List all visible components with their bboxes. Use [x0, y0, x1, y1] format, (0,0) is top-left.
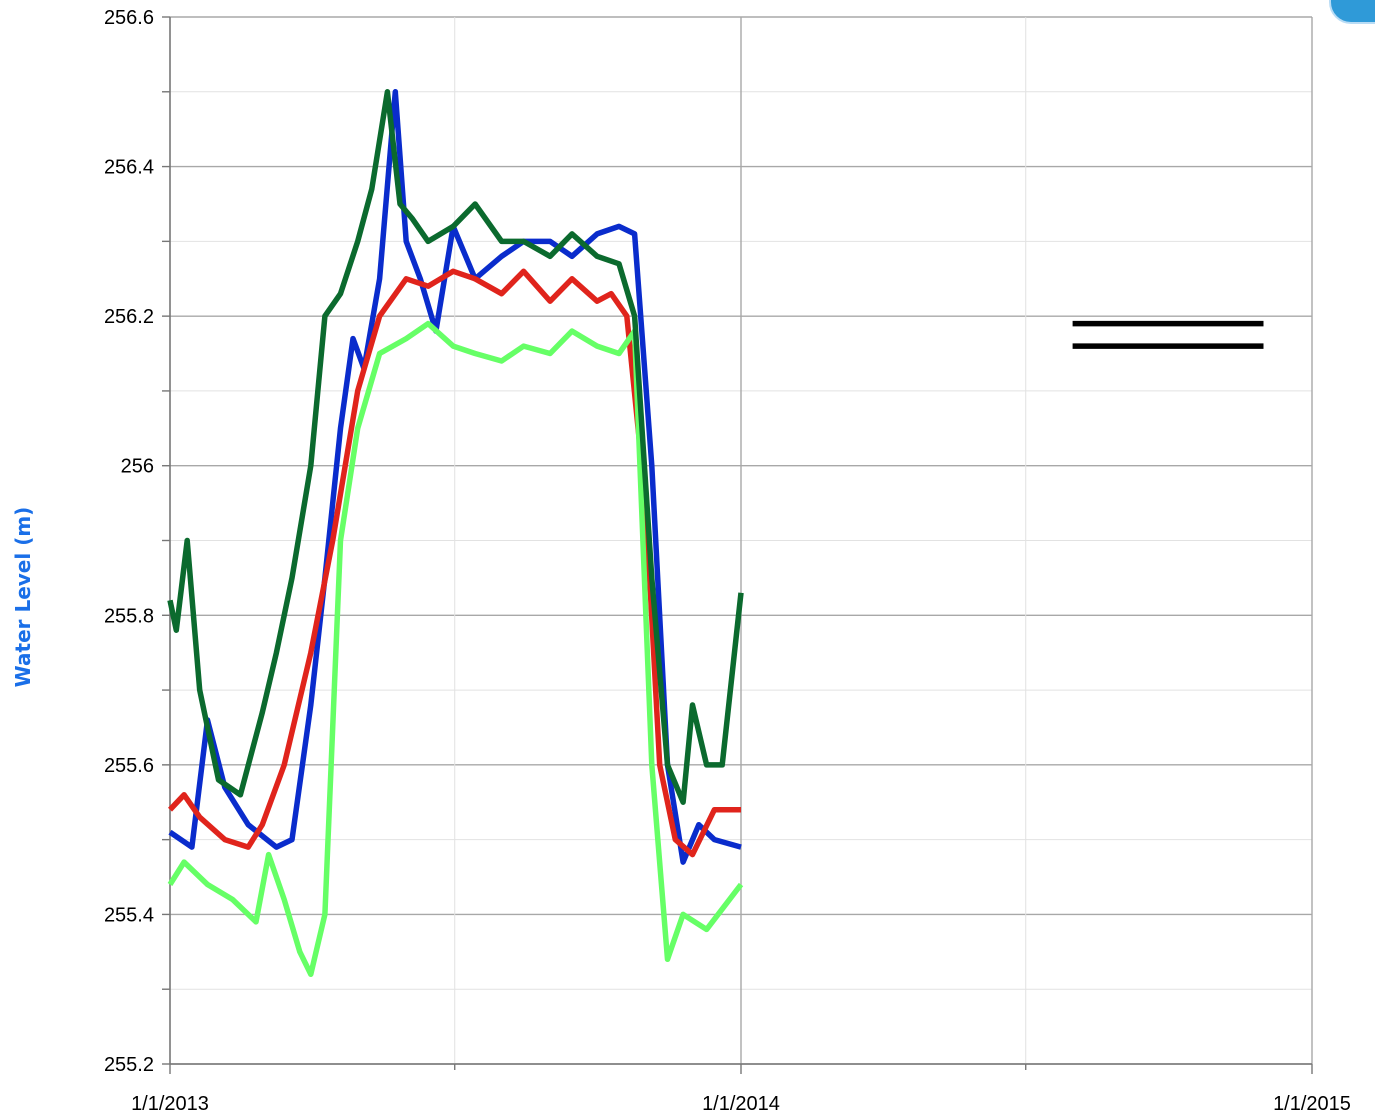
series-line-3: [167, 320, 744, 978]
clipped-label: [0, 1113, 110, 1119]
series-lines: [167, 89, 1264, 978]
y-tick-label: 256: [121, 456, 154, 478]
x-tick-label: 1/1/2013: [131, 1093, 209, 1115]
y-axis-title: Water Level (m): [11, 507, 35, 688]
y-tick-label: 255.6: [104, 755, 154, 777]
y-tick-label: 255.4: [104, 904, 154, 926]
x-tick-label: 1/1/2015: [1273, 1093, 1351, 1115]
y-tick-label: 255.2: [104, 1054, 154, 1076]
y-tick-label: 256.4: [104, 157, 154, 179]
series-line-2: [168, 268, 741, 858]
series-line-4: [167, 89, 744, 805]
y-tick-label: 255.8: [104, 605, 154, 627]
axes: [162, 16, 1313, 1074]
x-tick-label: 1/1/2014: [702, 1093, 780, 1115]
tick-labels: 255.2 255.4 255.6 255.8 256 256.2 256.4 256.6 1/…: [104, 7, 1351, 1115]
y-tick-label: 256.6: [104, 7, 154, 29]
series-line-1: [168, 89, 742, 865]
y-tick-label: 256.2: [104, 306, 154, 328]
